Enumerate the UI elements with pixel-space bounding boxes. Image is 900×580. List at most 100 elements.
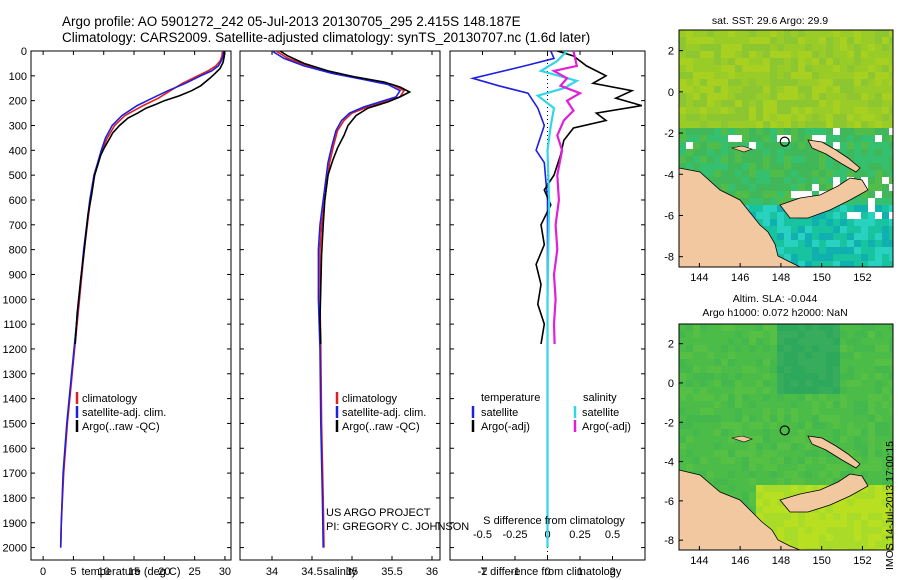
depth-tick-label: 600: [9, 195, 27, 207]
map-cell: [686, 387, 693, 394]
map-cell: [721, 184, 728, 191]
map-cell: [875, 93, 882, 100]
map-cell: [707, 471, 714, 478]
map-cell: [756, 135, 763, 142]
map-cell: [721, 331, 728, 338]
map-cell: [721, 471, 728, 478]
legend-label-climatology: climatology: [342, 393, 398, 405]
map-cell: [889, 457, 893, 464]
map-cell: [791, 534, 798, 541]
map-cell: [756, 107, 763, 114]
map-cell: [882, 443, 889, 450]
map-cell: [854, 443, 861, 450]
map-cell: [833, 387, 840, 394]
map-cell: [763, 184, 770, 191]
map-cell: [700, 394, 707, 401]
map-cell: [679, 163, 686, 170]
map-cell: [707, 121, 714, 128]
map-cell: [861, 128, 868, 135]
map-cell: [847, 156, 854, 163]
map-cell: [826, 548, 833, 550]
map-cell: [749, 331, 756, 338]
map-cell: [784, 457, 791, 464]
map-cell: [707, 436, 714, 443]
map-cell: [784, 366, 791, 373]
map-cell: [868, 198, 875, 205]
map-cell: [819, 548, 826, 550]
map-cell: [889, 135, 893, 142]
map-cell: [798, 373, 805, 380]
map-cell: [735, 394, 742, 401]
map-cell: [826, 233, 833, 240]
map-cell: [791, 37, 798, 44]
map-cell: [777, 373, 784, 380]
map-cell: [756, 478, 763, 485]
map-cell: [840, 86, 847, 93]
map-cell: [833, 394, 840, 401]
map-cell: [854, 520, 861, 527]
map-cell: [798, 114, 805, 121]
map-cell: [777, 366, 784, 373]
map-cell: [868, 478, 875, 485]
difference-top-xlabel: S difference from climatology: [483, 515, 625, 527]
map-cell: [854, 205, 861, 212]
map-cell: [847, 401, 854, 408]
map-cell: [833, 478, 840, 485]
map-cell: [693, 51, 700, 58]
credit-line2: PI: GREGORY C. JOHNSON: [326, 521, 469, 533]
map-cell: [742, 93, 749, 100]
map-cell: [693, 37, 700, 44]
map-cell: [777, 58, 784, 65]
map-cell: [798, 408, 805, 415]
map-cell: [854, 401, 861, 408]
map-cell: [742, 380, 749, 387]
map-cell: [763, 359, 770, 366]
map-cell: [847, 429, 854, 436]
map-cell: [861, 247, 868, 254]
map-cell: [798, 100, 805, 107]
map-cell: [833, 548, 840, 550]
map-cell: [861, 149, 868, 156]
map-cell: [679, 331, 686, 338]
map-cell: [742, 492, 749, 499]
map-cell: [714, 128, 721, 135]
map-cell: [784, 408, 791, 415]
map-cell: [693, 457, 700, 464]
map-cell: [784, 520, 791, 527]
map-cell: [714, 464, 721, 471]
map-cell: [826, 338, 833, 345]
map-cell: [882, 429, 889, 436]
map-cell: [714, 149, 721, 156]
map-cell: [756, 121, 763, 128]
map-cell: [868, 261, 875, 267]
map-cell: [770, 338, 777, 345]
map-cell: [693, 415, 700, 422]
map-cell: [777, 156, 784, 163]
map-cell: [770, 30, 777, 37]
map-cell: [770, 51, 777, 58]
map-cell: [798, 352, 805, 359]
map-cell: [819, 408, 826, 415]
map-cell: [826, 520, 833, 527]
map-cell: [784, 247, 791, 254]
map-cell: [749, 485, 756, 492]
sst-map-field: [679, 30, 893, 267]
map-cell: [777, 520, 784, 527]
map-cell: [791, 422, 798, 429]
map-cell: [693, 93, 700, 100]
map-cell: [868, 450, 875, 457]
map-cell: [826, 156, 833, 163]
map-cell: [770, 65, 777, 72]
map-cell: [763, 324, 770, 331]
map-cell: [777, 506, 784, 513]
map-cell: [805, 366, 812, 373]
map-cell: [686, 380, 693, 387]
map-cell: [791, 254, 798, 261]
map-cell: [735, 142, 742, 149]
map-cell: [749, 149, 756, 156]
map-cell: [735, 352, 742, 359]
map-cell: [770, 527, 777, 534]
map-cell: [749, 450, 756, 457]
map-cell: [749, 457, 756, 464]
map-cell: [868, 219, 875, 226]
